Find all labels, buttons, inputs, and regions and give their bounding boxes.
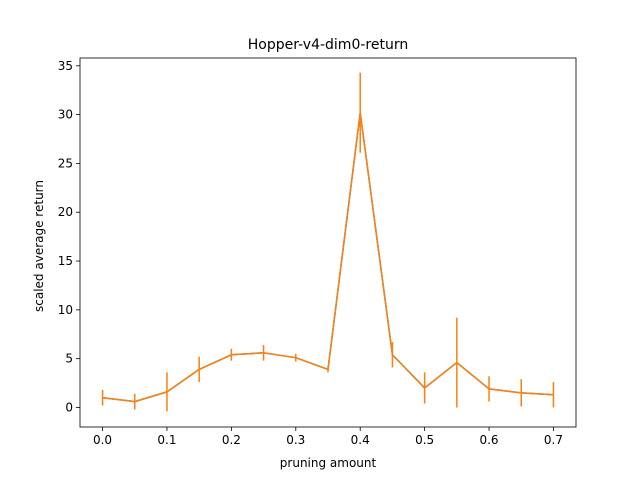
x-tick-label: 0.5 xyxy=(415,433,434,447)
x-axis-label: pruning amount xyxy=(280,456,377,470)
x-axis-ticks: 0.0 0.1 0.2 0.3 0.4 0.5 0.6 0.7 xyxy=(93,427,563,447)
y-tick-label: 10 xyxy=(58,303,73,317)
y-tick-label: 15 xyxy=(58,254,73,268)
y-tick-label: 0 xyxy=(65,400,73,414)
plot-frame xyxy=(79,57,577,428)
y-tick-label: 35 xyxy=(58,59,73,73)
y-axis-ticks: 0 5 10 15 20 25 30 35 xyxy=(58,59,80,414)
x-tick-label: 0.4 xyxy=(351,433,370,447)
y-axis-label: scaled average return xyxy=(32,180,46,312)
y-tick-label: 20 xyxy=(58,205,73,219)
x-tick-label: 0.2 xyxy=(222,433,241,447)
y-tick-label: 25 xyxy=(58,156,73,170)
x-tick-label: 0.3 xyxy=(286,433,305,447)
x-tick-label: 0.0 xyxy=(93,433,112,447)
y-tick-label: 5 xyxy=(65,352,73,366)
y-tick-label: 30 xyxy=(58,108,73,122)
chart-title: Hopper-v4-dim0-return xyxy=(248,37,408,53)
x-tick-label: 0.7 xyxy=(544,433,563,447)
x-tick-label: 0.1 xyxy=(157,433,176,447)
x-tick-label: 0.6 xyxy=(479,433,498,447)
error-bars xyxy=(101,72,555,412)
